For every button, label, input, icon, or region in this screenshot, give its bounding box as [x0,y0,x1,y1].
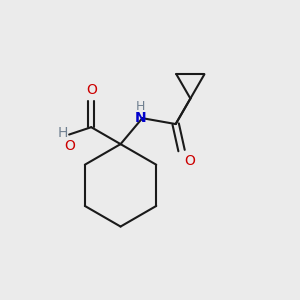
Text: H: H [57,126,68,140]
Text: H: H [136,100,146,113]
Text: N: N [135,111,147,125]
Text: O: O [86,83,97,97]
Text: O: O [64,139,76,153]
Text: O: O [184,154,195,168]
